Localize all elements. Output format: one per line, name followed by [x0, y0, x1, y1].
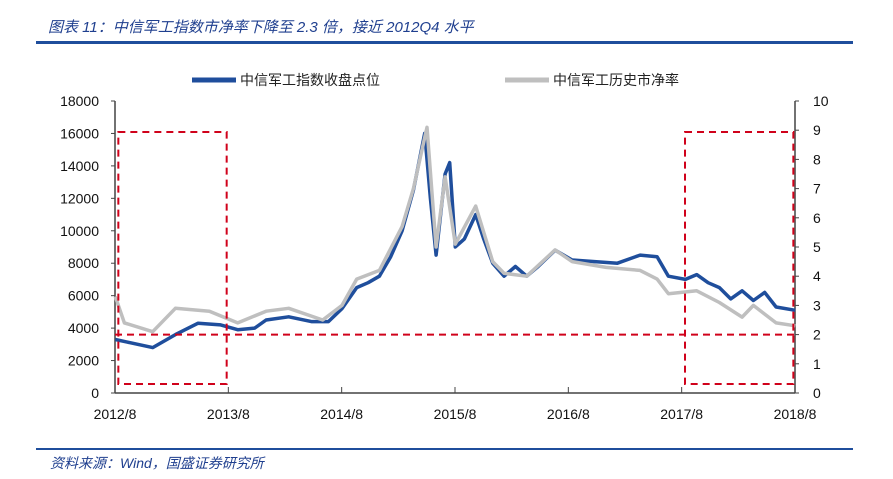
y-right-tick-label: 7: [813, 181, 821, 197]
source-note: 资料来源：Wind，国盛证券研究所: [50, 455, 264, 471]
y-left-tick-label: 12000: [60, 190, 99, 206]
y-left-tick-label: 10000: [60, 223, 99, 239]
top-rule: [36, 41, 853, 44]
y-left-tick-label: 4000: [68, 320, 99, 336]
series-pb-line: [113, 125, 796, 334]
x-tick-label: 2018/8: [774, 406, 817, 422]
highlight-box: [684, 131, 795, 385]
y-left-tick-label: 2000: [68, 353, 99, 369]
chart: 0200040006000800010000120001400016000180…: [60, 72, 829, 422]
highlight-box: [117, 131, 228, 385]
x-tick-label: 2012/8: [94, 406, 137, 422]
bottom-rule: [36, 448, 853, 450]
y-right-tick-label: 1: [813, 356, 821, 372]
y-left-tick-label: 18000: [60, 93, 99, 109]
x-tick-label: 2016/8: [547, 406, 590, 422]
y-left-tick-label: 16000: [60, 125, 99, 141]
series-index-line: [114, 131, 796, 350]
x-tick-label: 2015/8: [434, 406, 477, 422]
legend-label: 中信军工指数收盘点位: [240, 72, 380, 88]
y-right-tick-label: 0: [813, 385, 821, 401]
y-left-tick-label: 14000: [60, 158, 99, 174]
legend-label: 中信军工历史市净率: [553, 72, 679, 88]
y-right-tick-label: 4: [813, 268, 821, 284]
y-left-tick-label: 0: [91, 385, 99, 401]
y-right-tick-label: 5: [813, 239, 821, 255]
y-right-tick-label: 6: [813, 210, 821, 226]
y-right-tick-label: 2: [813, 327, 821, 343]
chart-title: 图表 11：中信军工指数市净率下降至 2.3 倍，接近 2012Q4 水平: [48, 19, 474, 36]
y-right-tick-label: 8: [813, 151, 821, 167]
y-left-tick-label: 6000: [68, 288, 99, 304]
y-right-tick-label: 9: [813, 122, 821, 138]
y-right-tick-label: 3: [813, 297, 821, 313]
x-tick-label: 2013/8: [207, 406, 250, 422]
y-right-tick-label: 10: [813, 93, 829, 109]
y-left-tick-label: 8000: [68, 255, 99, 271]
x-tick-label: 2014/8: [320, 406, 363, 422]
x-tick-label: 2017/8: [660, 406, 703, 422]
